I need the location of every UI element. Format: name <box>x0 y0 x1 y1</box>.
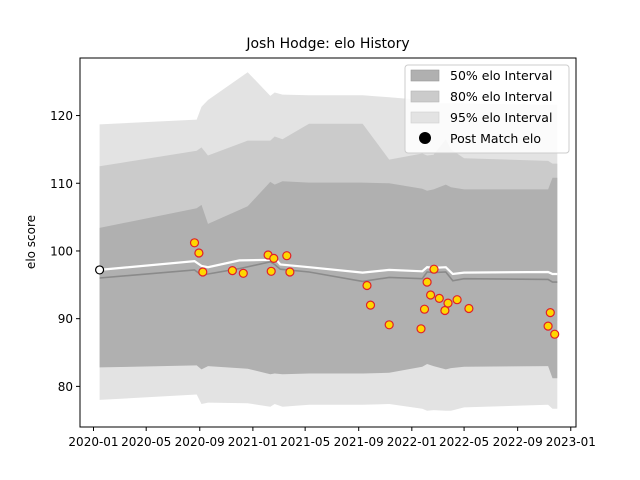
post-match-point <box>440 305 450 316</box>
band-50 <box>99 177 558 379</box>
post-match-point <box>365 300 376 310</box>
post-match-point <box>416 324 426 334</box>
post-match-point <box>269 253 279 263</box>
y-tick-label: 80 <box>58 380 73 394</box>
x-tick-label: 2021-05 <box>280 435 330 449</box>
x-tick-label: 2022-01 <box>387 435 437 449</box>
post-match-point <box>443 298 453 308</box>
x-tick-label: 2021-09 <box>334 435 384 449</box>
post-match-point <box>285 267 295 277</box>
x-tick-label: 2023-01 <box>546 435 596 449</box>
post-match-point <box>384 320 394 330</box>
post-match-point <box>422 277 432 287</box>
legend-swatch-95 <box>410 111 440 124</box>
post-match-point <box>426 290 436 300</box>
x-tick-label: 2022-05 <box>439 435 489 449</box>
post-match-point <box>419 304 430 314</box>
post-match-point <box>452 295 462 305</box>
x-tick-label: 2022-09 <box>493 435 543 449</box>
x-tick-label: 2020-05 <box>121 435 171 449</box>
post-match-point <box>189 238 200 248</box>
post-match-point <box>434 293 444 303</box>
x-axis-ticks: 2020-01 2020-05 2020-09 2021-01 2021-05 2021-… <box>68 427 596 449</box>
chart-title: Josh Hodge: elo History <box>245 36 409 52</box>
legend-swatch-50 <box>410 69 440 82</box>
legend-marker-post-match <box>419 132 431 144</box>
legend: 50% elo Interval 80% elo Interval 95% el… <box>404 64 570 154</box>
y-axis-label: elo score <box>24 215 38 269</box>
legend-label-80: 80% elo Interval <box>450 89 552 104</box>
x-tick-label: 2020-01 <box>68 435 118 449</box>
post-match-point <box>362 280 372 291</box>
post-match-point <box>464 303 474 314</box>
interval-bands <box>99 72 558 411</box>
legend-label-post-match: Post Match elo <box>450 131 541 146</box>
elo-lines <box>99 256 558 283</box>
plot-frame <box>79 57 577 428</box>
legend-label-95: 95% elo Interval <box>450 110 552 125</box>
legend-label-50: 50% elo Interval <box>450 68 552 83</box>
y-tick-label: 100 <box>50 244 73 258</box>
post-match-point <box>238 268 248 278</box>
post-match-point <box>198 267 208 277</box>
legend-box <box>404 64 570 154</box>
post-match-elo-line <box>99 256 558 276</box>
x-tick-label: 2021-01 <box>228 435 278 449</box>
legend-swatch-80 <box>410 90 440 103</box>
post-match-point <box>545 308 555 318</box>
post-match-point <box>429 264 439 274</box>
post-match-point <box>227 266 237 276</box>
y-tick-label: 110 <box>50 177 73 191</box>
post-match-point <box>266 266 276 276</box>
y-tick-label: 120 <box>50 109 73 123</box>
post-match-point <box>194 248 204 258</box>
x-tick-label: 2020-09 <box>175 435 225 449</box>
mean-elo-line <box>99 260 558 283</box>
post-match-points <box>94 238 560 339</box>
post-match-point <box>550 329 560 339</box>
post-match-point <box>543 321 553 331</box>
start-point <box>94 265 105 275</box>
y-axis-ticks: 80 90 100 110 120 <box>50 109 80 394</box>
y-tick-label: 90 <box>58 312 73 326</box>
post-match-point <box>282 251 292 261</box>
